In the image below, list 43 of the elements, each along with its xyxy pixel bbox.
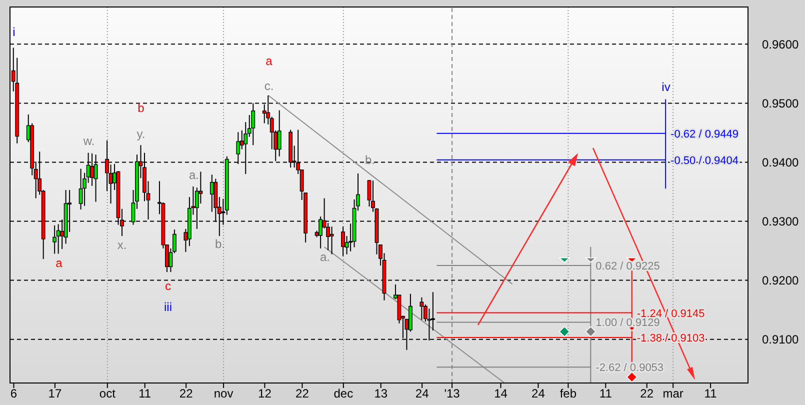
annotation: b.: [364, 153, 376, 167]
x-tick-label: 11: [704, 386, 718, 401]
y-tick-label: 0.9400: [762, 156, 800, 170]
x-tick-label: 13: [374, 386, 388, 401]
x-tick-label: 22: [179, 386, 194, 401]
annotation: c: [165, 279, 171, 293]
x-tick-label: '13: [444, 386, 460, 401]
annotation: c.: [264, 79, 274, 93]
annotation: iii: [164, 300, 172, 314]
x-tick-label: 24: [415, 386, 430, 401]
y-tick-label: 0.9500: [762, 96, 800, 110]
annotation: a.: [320, 250, 330, 264]
annotation: y.: [136, 127, 146, 141]
annotation: b.: [214, 237, 226, 251]
y-tick-label: 0.9200: [762, 274, 800, 288]
x-tick-label: 22: [296, 386, 310, 401]
annotation: w.: [82, 134, 95, 148]
annotation: a.: [188, 168, 200, 182]
annotation: -0.50 / 0.9404: [670, 154, 738, 167]
annotation: b: [138, 101, 145, 115]
y-tick-label: 0.9600: [762, 37, 800, 52]
annotation: x.: [117, 238, 127, 252]
annotation: iv: [662, 80, 670, 94]
x-tick-label: 14: [494, 386, 508, 401]
x-tick-label: 17: [48, 386, 62, 401]
annotation: a: [266, 54, 273, 68]
x-tick-label: dec: [334, 386, 354, 401]
x-tick-label: 22: [640, 386, 654, 401]
x-tick-label: oct: [99, 386, 116, 401]
annotation: i: [12, 25, 16, 39]
x-tick-label: 11: [138, 386, 152, 401]
x-tick-label: feb: [560, 386, 577, 401]
x-tick-label: nov: [214, 386, 234, 401]
x-tick-label: 24: [532, 386, 546, 401]
x-tick-label: 11: [599, 386, 612, 401]
y-tick-label: 0.9100: [762, 332, 800, 347]
x-tick-label: mar: [662, 386, 684, 401]
annotation: -0.62 / 0.9449: [670, 128, 738, 140]
x-tick-label: 12: [258, 386, 272, 401]
annotation: -2.62 / 0.9053: [596, 362, 664, 374]
y-tick-label: 0.9300: [762, 214, 800, 229]
x-tick-label: 6: [10, 386, 18, 401]
annotation: a: [56, 256, 63, 270]
